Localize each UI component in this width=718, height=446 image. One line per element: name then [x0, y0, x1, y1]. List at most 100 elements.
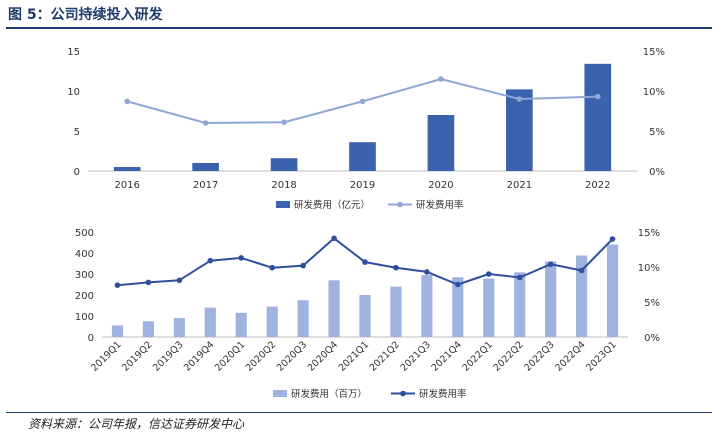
y-right-tick-label: 5% [649, 127, 665, 138]
legend-label-bar: 研发费用（亿元） [294, 199, 370, 211]
line-point [269, 264, 275, 271]
y-right-tick-label: 0% [644, 333, 660, 344]
source-note: 资料来源：公司年报，信达证券研发中心 [28, 417, 245, 431]
bar [506, 89, 533, 171]
bar [173, 318, 185, 337]
x-tick-label: 2022 [585, 180, 610, 191]
bar [359, 295, 371, 337]
legend-label-line: 研发费用率 [419, 388, 467, 400]
x-tick-label: 2022Q4 [553, 339, 587, 373]
line-point [202, 120, 209, 126]
line-point [281, 119, 287, 125]
bar [192, 163, 219, 171]
x-tick-label: 2020Q3 [275, 339, 309, 373]
y-right-tick-label: 10% [643, 87, 665, 98]
legend-marker-line [400, 390, 406, 397]
bar [584, 63, 612, 171]
figure-title: 图 5：公司持续投入研发 [8, 7, 163, 23]
y-left-tick-label: 10 [67, 87, 80, 98]
y-right-tick-label: 15% [643, 47, 665, 58]
legend-swatch-bar [276, 201, 290, 208]
line-point [578, 267, 585, 274]
bar [204, 307, 216, 337]
x-tick-label: 2021 [507, 180, 532, 191]
bar [576, 255, 588, 337]
line-point [609, 236, 616, 242]
line-point [359, 98, 366, 105]
bar [297, 300, 309, 337]
legend-label-bar: 研发费用（百万） [291, 388, 367, 400]
line-point [114, 282, 121, 289]
line-point [300, 262, 306, 269]
bar [113, 167, 141, 171]
line-point [124, 98, 131, 105]
x-tick-label: 2020Q1 [213, 339, 247, 373]
bar [349, 142, 376, 171]
x-tick-label: 2021Q4 [430, 339, 464, 373]
y-right-tick-label: 5% [644, 298, 660, 309]
x-tick-label: 2022Q1 [460, 339, 494, 373]
bar [606, 244, 619, 337]
y-left-tick-label: 100 [75, 312, 94, 323]
line-point [455, 281, 461, 288]
bar [421, 275, 433, 337]
bar [270, 158, 298, 171]
title-rule [6, 27, 712, 29]
line-point [207, 257, 214, 264]
x-tick-label: 2016 [114, 180, 139, 191]
x-tick-label: 2019Q1 [89, 339, 123, 373]
x-tick-label: 2022Q3 [522, 339, 556, 373]
line-point [362, 259, 368, 265]
bar [266, 306, 278, 337]
x-tick-label: 2019Q3 [151, 339, 185, 373]
line-point [424, 269, 430, 275]
bar [427, 115, 455, 171]
line-point [393, 264, 399, 271]
line-point [594, 93, 601, 100]
y-right-tick-label: 0% [649, 167, 665, 178]
x-tick-label: 2021Q1 [337, 339, 371, 373]
line-point [176, 277, 183, 284]
bar [235, 312, 247, 337]
y-left-tick-label: 5 [74, 127, 80, 138]
line-point [516, 274, 523, 281]
x-tick-label: 2020Q4 [306, 339, 340, 373]
legend-label-line: 研发费用率 [416, 199, 464, 211]
x-tick-label: 2020 [428, 180, 453, 191]
x-tick-label: 2017 [193, 180, 218, 191]
bottom-rule [6, 412, 712, 413]
x-tick-label: 2019Q2 [120, 339, 154, 373]
line-point [516, 96, 523, 102]
x-tick-label: 2020Q2 [244, 339, 278, 373]
bar [111, 325, 124, 337]
bar [483, 278, 495, 337]
y-right-tick-label: 10% [638, 263, 660, 274]
x-tick-label: 2023Q1 [584, 339, 618, 373]
bar [328, 280, 340, 337]
y-left-tick-label: 200 [75, 291, 94, 302]
bar [390, 286, 402, 337]
y-left-tick-label: 500 [75, 228, 94, 239]
line-point [331, 235, 337, 242]
line-point [238, 255, 245, 261]
x-tick-label: 2019Q4 [182, 339, 216, 373]
line-point [485, 271, 492, 277]
legend-swatch-bar [273, 390, 287, 397]
line-point [438, 76, 444, 82]
y-left-tick-label: 300 [75, 270, 94, 281]
x-tick-label: 2021Q3 [399, 339, 433, 373]
x-tick-label: 2021Q2 [368, 339, 402, 373]
bar [545, 261, 557, 337]
x-tick-label: 2019 [350, 180, 375, 191]
x-tick-label: 2022Q2 [491, 339, 525, 373]
bar [452, 277, 464, 337]
y-right-tick-label: 15% [638, 228, 660, 239]
line-point [547, 261, 554, 268]
y-left-tick-label: 0 [88, 333, 94, 344]
y-left-tick-label: 15 [67, 47, 80, 58]
line-point [145, 279, 152, 286]
y-left-tick-label: 0 [74, 167, 80, 178]
y-left-tick-label: 400 [75, 249, 94, 260]
